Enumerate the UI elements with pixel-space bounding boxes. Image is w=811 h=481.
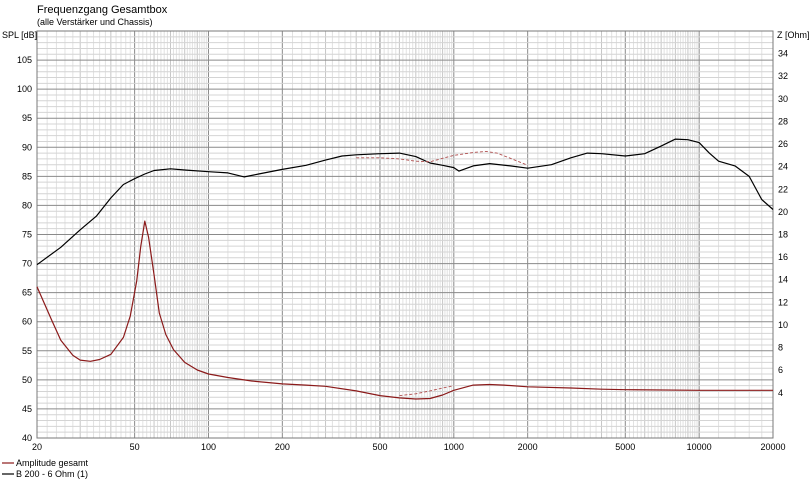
x-tick-label: 10000 [687, 442, 712, 452]
y-left-tick-label: 105 [17, 55, 32, 65]
y-left-tick-label: 100 [17, 84, 32, 94]
y-left-tick-label: 95 [22, 113, 32, 123]
y-left-axis-label: SPL [dB] [2, 30, 37, 40]
series-line-0 [36, 138, 774, 266]
x-tick-label: 100 [201, 442, 216, 452]
legend: Amplitude gesamt B 200 - 6 Ohm (1) [2, 458, 89, 479]
legend-label-amplitude: Amplitude gesamt [16, 458, 89, 468]
y-left-tick-label: 80 [22, 200, 32, 210]
y-right-tick-label: 24 [778, 162, 788, 172]
y-right-tick-label: 14 [778, 275, 788, 285]
y-right-tick-label: 10 [778, 320, 788, 330]
y-right-tick-label: 16 [778, 252, 788, 262]
y-right-tick-label: 12 [778, 297, 788, 307]
x-tick-label: 200 [275, 442, 290, 452]
y-left-tick-label: 85 [22, 171, 32, 181]
y-left-tick-label: 60 [22, 317, 32, 327]
y-right-tick-label: 32 [778, 71, 788, 81]
y-right-axis-label: Z [Ohm] [777, 30, 810, 40]
y-left-tick-label: 50 [22, 375, 32, 385]
y-left-tick-label: 90 [22, 142, 32, 152]
y-right-tick-label: 28 [778, 116, 788, 126]
x-tick-label: 20000 [760, 442, 785, 452]
y-right-tick-label: 20 [778, 207, 788, 217]
chart-subtitle: (alle Verstärker und Chassis) [37, 17, 153, 27]
y-right-tick-label: 34 [778, 49, 788, 59]
y-left-tick-label: 40 [22, 433, 32, 443]
y-right-tick-label: 4 [778, 388, 783, 398]
y-right-tick-label: 30 [778, 94, 788, 104]
x-tick-label: 2000 [518, 442, 538, 452]
series-line-3 [399, 385, 454, 397]
x-tick-label: 500 [372, 442, 387, 452]
y-right-tick-label: 18 [778, 230, 788, 240]
x-tick-label: 5000 [615, 442, 635, 452]
y-right-tick-label: 22 [778, 184, 788, 194]
y-left-tick-label: 55 [22, 346, 32, 356]
y-right-tick-label: 26 [778, 139, 788, 149]
series-line-1 [36, 220, 773, 400]
y-right-tick-label: 8 [778, 343, 783, 353]
y-left-tick-label: 45 [22, 404, 32, 414]
x-tick-label: 50 [130, 442, 140, 452]
chart-title: Frequenzgang Gesamtbox [37, 4, 168, 16]
series-layer [36, 138, 774, 400]
x-tick-label: 1000 [444, 442, 464, 452]
y-right-tick-label: 6 [778, 365, 783, 375]
y-left-tick-label: 70 [22, 259, 32, 269]
plot-frame [36, 30, 774, 439]
legend-label-b200: B 200 - 6 Ohm (1) [16, 469, 88, 479]
y-left-tick-label: 75 [22, 230, 32, 240]
x-tick-label: 20 [32, 442, 42, 452]
grid [36, 30, 774, 439]
series-line-2 [356, 150, 528, 166]
y-left-tick-label: 65 [22, 288, 32, 298]
tick-labels: 20 50 100 200 500 1000 2000 5000 10000 2000040455… [17, 49, 788, 452]
